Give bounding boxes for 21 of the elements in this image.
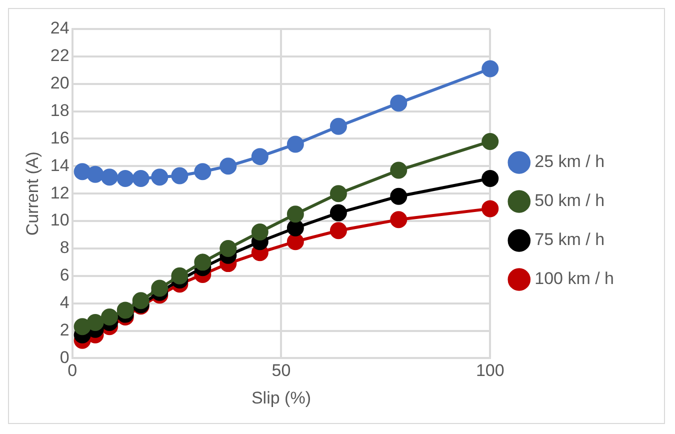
y-tick-label: 4: [60, 293, 70, 312]
y-tick-label: 8: [60, 238, 70, 258]
y-tick-label: 0: [60, 348, 70, 367]
y-tick-label: 24: [50, 18, 70, 38]
y-tick-label: 22: [50, 46, 70, 66]
y-tick-label: 12: [50, 183, 70, 202]
y-tick-label: 2: [60, 320, 70, 340]
y-tick-label: 10: [50, 210, 70, 230]
y-tick-label: 18: [50, 100, 70, 120]
x-axis-title: Slip (%): [251, 388, 311, 408]
legend-label: 25 km / h: [534, 152, 605, 172]
legend-label: 75 km / h: [534, 230, 605, 250]
x-tick-label: 100: [476, 361, 504, 380]
x-tick-label: 50: [272, 361, 291, 380]
legend-label: 100 km / h: [534, 269, 614, 288]
legend-label: 50 km / h: [534, 191, 605, 210]
y-axis-title: Current (A): [22, 152, 42, 236]
y-tick-label: 6: [60, 266, 70, 285]
y-tick-label: 20: [50, 74, 70, 93]
y-tick-label: 16: [50, 128, 70, 148]
y-tick-label: 14: [50, 156, 70, 175]
